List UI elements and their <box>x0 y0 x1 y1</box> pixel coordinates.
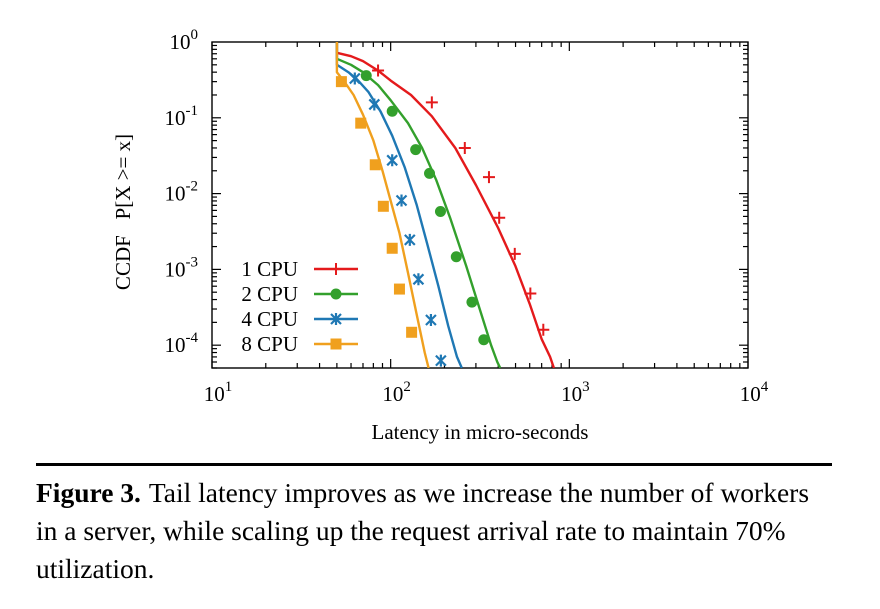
data-point-marker <box>434 206 446 218</box>
data-point-marker <box>386 242 398 254</box>
y-tick-label: 10-1 <box>165 103 199 130</box>
data-point-marker <box>458 141 471 154</box>
y-axis-label: CCDF P[X >= x] <box>111 134 135 290</box>
x-axis-label: Latency in micro-seconds <box>372 420 589 444</box>
y-tick-label: 10-2 <box>165 179 199 206</box>
series-line-2-cpu <box>335 42 502 368</box>
figure-label: Figure 3. <box>36 477 141 508</box>
data-point-marker <box>537 323 550 336</box>
caption-text: Tail latency improves as we increase the… <box>36 477 810 584</box>
x-tick-label: 104 <box>740 379 769 406</box>
data-point-marker <box>395 194 408 207</box>
legend-label: 4 CPU <box>241 307 298 331</box>
series-lines <box>335 42 556 368</box>
data-point-marker <box>404 233 416 246</box>
x-tick-label: 102 <box>382 379 411 406</box>
x-tick-labels: 101 102 103 104 <box>204 379 769 406</box>
y-tick-label: 10-4 <box>165 330 199 357</box>
data-point-marker <box>369 159 381 171</box>
data-point-marker <box>406 326 418 338</box>
data-point-marker <box>450 251 462 263</box>
data-point-marker <box>330 313 342 325</box>
data-point-marker <box>425 313 437 326</box>
x-tick-label: 103 <box>561 379 590 406</box>
data-point-marker <box>349 72 361 85</box>
y-tick-label: 100 <box>170 27 199 54</box>
data-point-marker <box>360 70 372 82</box>
legend-marker <box>330 338 342 350</box>
legend-marker <box>330 313 342 325</box>
data-point-marker <box>524 287 537 300</box>
data-point-marker <box>424 167 436 179</box>
data-point-marker <box>372 64 385 77</box>
data-point-marker <box>508 247 521 260</box>
data-point-marker <box>412 273 425 286</box>
data-point-marker <box>386 154 398 167</box>
x-tick-label: 101 <box>204 379 233 406</box>
series-1-cpu <box>335 42 556 368</box>
legend-label: 2 CPU <box>241 282 298 306</box>
legend-marker <box>330 288 342 300</box>
data-point-marker <box>425 96 438 109</box>
caption-divider <box>36 463 832 466</box>
legend-label: 1 CPU <box>241 257 298 281</box>
series-line-4-cpu <box>335 42 463 368</box>
series-4-cpu <box>335 42 463 368</box>
data-point-marker <box>330 263 342 275</box>
data-point-marker <box>330 288 342 300</box>
figure-caption: Figure 3. Tail latency improves as we inc… <box>36 474 836 588</box>
tick-marks <box>211 42 749 369</box>
data-point-marker <box>410 144 422 156</box>
y-tick-labels: 100 10-1 10-2 10-3 10-4 <box>165 27 199 357</box>
series-2-cpu <box>335 42 502 368</box>
legend-marker <box>330 263 342 275</box>
data-point-marker <box>393 283 405 295</box>
y-tick-label: 10-3 <box>165 254 199 281</box>
data-point-marker <box>493 211 506 224</box>
series-8-cpu <box>335 42 430 368</box>
legend-label: 8 CPU <box>241 332 298 356</box>
data-point-marker <box>466 296 478 308</box>
data-point-marker <box>435 354 447 367</box>
data-point-marker <box>330 338 342 350</box>
data-point-marker <box>368 98 381 111</box>
ccdf-latency-chart: 100 10-1 10-2 10-3 10-4 101 102 103 104 1 CPU2 … <box>111 27 769 444</box>
data-point-marker <box>482 171 495 184</box>
data-point-marker <box>377 200 389 212</box>
data-point-marker <box>478 334 490 346</box>
data-point-marker <box>386 105 398 117</box>
data-point-marker <box>335 76 347 88</box>
series-line-1-cpu <box>335 42 556 368</box>
data-point-marker <box>355 117 367 129</box>
